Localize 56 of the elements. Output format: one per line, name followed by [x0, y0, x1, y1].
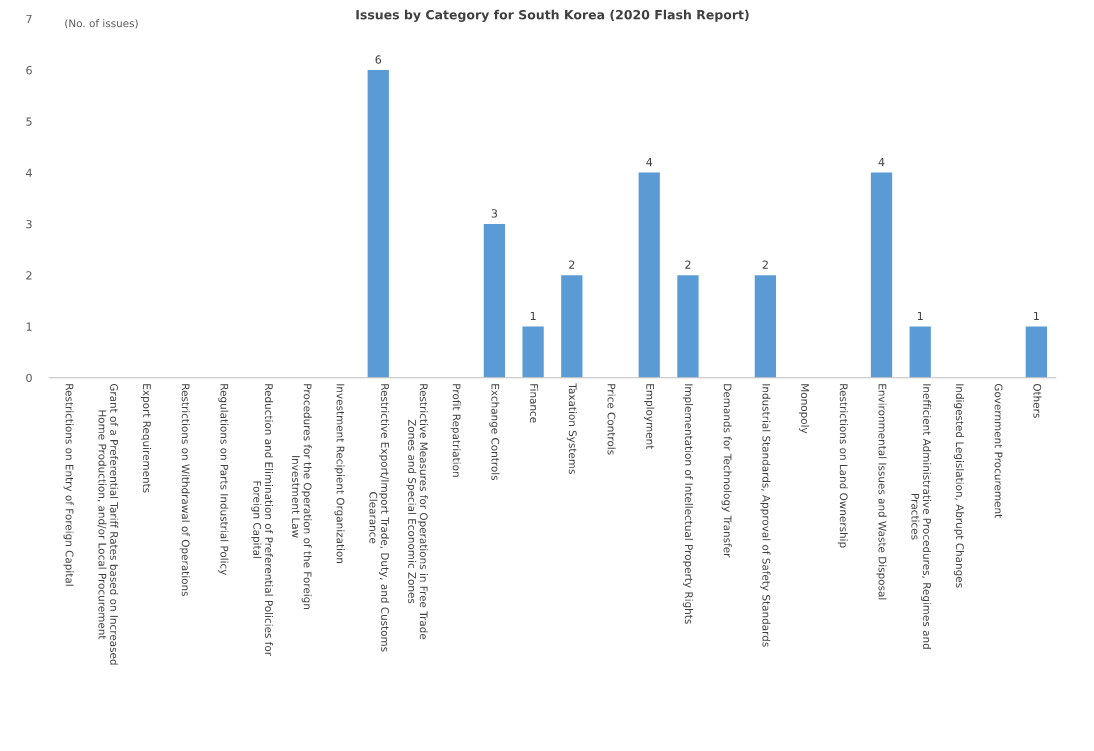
x-tick-label: Government Procurement — [994, 383, 1003, 518]
x-tick-label: Employment — [644, 384, 655, 450]
bar — [754, 275, 777, 378]
x-tick-label: Profit Repatriation — [450, 384, 461, 477]
x-tick-label: Restrictions on Withdrawal of Operations — [179, 384, 190, 597]
x-tick-label: Restrictive Export/Import Trade, Duty, and Customs Clearance — [369, 384, 390, 652]
data-label: 6 — [375, 55, 382, 64]
y-tick-label: 6 — [26, 66, 32, 75]
bar — [909, 326, 931, 378]
x-tick-label: Exchange Controls — [489, 384, 500, 481]
x-tick-label: Procedures for the Operation of the Foreign Investment Law — [292, 384, 312, 609]
x-tick-label: Monopoly — [799, 384, 810, 434]
data-label: 1 — [1034, 311, 1039, 320]
x-tick-label: Price Controls — [607, 384, 616, 455]
y-tick-label: 4 — [26, 168, 32, 177]
x-tick-label: Environmental Issues and Waste Disposal — [876, 384, 887, 600]
x-tick-label: Export Requirements — [140, 384, 152, 493]
bar — [367, 70, 389, 378]
x-tick-label: Finance — [530, 384, 539, 423]
y-tick-label: 2 — [26, 271, 32, 280]
chart-title: Issues by Category for South Korea (2020 Flash Report) — [356, 9, 749, 22]
x-tick-label: Grant of a Preferential Tariff Rates based on Increased Home Production, and/or Local Procurement — [97, 383, 119, 665]
x-tick-label: Others — [1033, 383, 1042, 418]
x-tick-label: Demands for Technology Transfer — [721, 384, 732, 558]
x-tick-label: Restrictions on Entry of Foreign Capital — [63, 384, 74, 586]
y-tick-label: 5 — [26, 117, 32, 126]
bar — [870, 172, 893, 378]
y-tick-label: 3 — [26, 219, 32, 229]
x-tick-label: Inefficient Administrative Procedures, Regimes and Practices — [911, 384, 932, 649]
data-label: 2 — [762, 260, 768, 269]
bar — [522, 326, 544, 378]
x-tick-label: Implementation of Intellectual Property Rights — [682, 384, 693, 624]
bar — [483, 223, 506, 378]
bar — [1025, 326, 1047, 378]
x-tick-label: Industrial Standards, Approval of Safety Standards — [760, 384, 771, 647]
data-label: 2 — [685, 260, 691, 269]
x-tick-label: Investment Recipient Organization — [334, 384, 345, 564]
data-label: 1 — [530, 311, 536, 320]
y-tick-label: 1 — [26, 322, 32, 331]
data-label: 4 — [646, 158, 653, 167]
bar — [677, 275, 699, 378]
data-label: 2 — [569, 260, 575, 269]
data-label: 3 — [491, 209, 498, 218]
y-tick-label: 7 — [26, 14, 32, 23]
y-axis-title: (No. of issues) — [65, 19, 138, 29]
bar — [638, 172, 660, 378]
x-tick-label: Reduction and Elimination of Preferential Policies for Foreign Capital — [251, 384, 274, 657]
bar — [561, 275, 583, 378]
x-tick-label: Restrictive Measures for Operations in Free Trade Zones and Special Economic Zones — [406, 384, 428, 640]
x-tick-label: Indigested Legislation, Abrupt Changes — [953, 384, 964, 588]
data-label: 1 — [917, 311, 923, 320]
x-tick-label: Taxation Systems — [566, 383, 577, 474]
data-label: 4 — [878, 158, 885, 167]
x-tick-label: Regulations on Parts Industrial Policy — [218, 384, 229, 576]
x-tick-label: Restrictions on Land Ownership — [837, 384, 848, 548]
y-tick-label: 0 — [26, 373, 32, 383]
